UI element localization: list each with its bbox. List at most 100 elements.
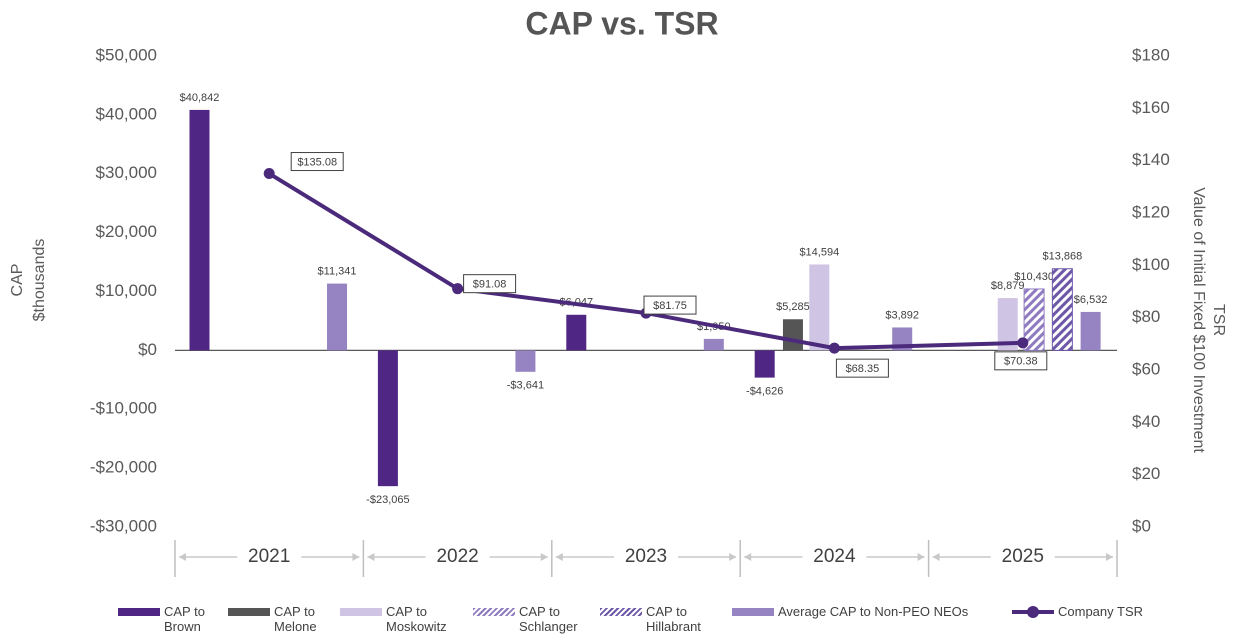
arrow-head [555,553,563,561]
label-box [994,351,1048,371]
y-tick-label: $0 [138,340,157,359]
arrow-head [729,553,737,561]
bar [1080,311,1101,351]
y-tick-label: -$30,000 [90,516,157,535]
y-tick-label: $40,000 [96,104,157,123]
y2-tick-label: $140 [1132,150,1170,169]
legend-swatch [228,608,270,616]
y-axis-title: CAP [9,264,26,297]
y-tick-label: $50,000 [96,45,157,64]
y2-tick-label: $100 [1132,255,1170,274]
y2-tick-label: $160 [1132,98,1170,117]
legend-label: CAP to Brown [164,604,205,634]
arrow-head [367,553,375,561]
legend-item: Company TSR [1012,604,1143,619]
label-box [463,274,517,294]
tsr-point [452,283,464,295]
x-tick-label: 2025 [1002,546,1044,567]
x-tick-label: 2021 [248,546,290,567]
label-box [835,358,889,378]
legend: CAP to Brown CAP to Melone CAP to Moskowit… [0,604,1255,642]
bar [1023,288,1045,351]
chart: CAP vs. TSR CAP $thousands TSR Value of … [9,5,1227,577]
y-tick-label: $10,000 [96,281,157,300]
arrow-head [352,553,360,561]
bar [754,350,775,378]
tsr-label: $91.08 [473,279,507,291]
value-label: $3,892 [885,309,919,321]
label-box [643,295,697,315]
arrow-head [540,553,548,561]
legend-label: CAP to Melone [274,604,317,634]
legend-item: CAP to Schlanger [473,604,581,634]
legend-label: Average CAP to Non-PEO NEOs [778,604,969,619]
tsr-point [828,342,840,354]
value-label: $10,430 [1014,271,1054,283]
y2-tick-label: $120 [1132,202,1170,221]
tsr-line [268,171,1023,351]
bar [997,298,1018,351]
value-label: $6,532 [1074,294,1108,306]
value-label: $8,879 [991,280,1025,292]
y-tick-label: $30,000 [96,163,157,182]
x-tick-label: 2024 [813,546,856,567]
y2-axis-title: TSR [1210,304,1227,336]
y-tick-label: -$20,000 [90,458,157,477]
bar [189,109,210,351]
y2-tick-label: $40 [1132,412,1160,431]
tsr-label: $70.38 [1004,356,1038,368]
legend-item: Average CAP to Non-PEO NEOs [732,604,968,619]
y2-tick-label: $20 [1132,464,1160,483]
x-tick-label: 2023 [625,546,667,567]
legend-item: CAP to Melone [228,604,336,634]
legend-swatch [473,608,515,616]
bar [703,338,724,351]
label-box [290,152,344,172]
y2-tick-label: $60 [1132,359,1160,378]
bar [566,314,587,351]
bar [809,264,830,351]
arrow-head [932,553,940,561]
y2-tick-label: $180 [1132,45,1170,64]
legend-label: Company TSR [1058,604,1144,619]
value-label: -$23,065 [366,494,409,506]
value-label: $11,341 [318,266,357,278]
legend-label: CAP to Moskowitz [386,604,447,634]
legend-item: CAP to Brown [118,604,226,634]
y2-tick-label: $0 [1132,516,1151,535]
value-label: $14,594 [799,246,839,258]
bar [327,283,348,351]
legend-swatch [1012,606,1054,618]
tsr-label: $68.35 [846,363,880,375]
legend-swatch [732,608,774,616]
y-axis-subtitle: $thousands [31,239,48,322]
bar [377,350,398,487]
y2-tick-label: $80 [1132,307,1160,326]
legend-swatch [600,608,642,616]
y-tick-label: -$10,000 [90,399,157,418]
bar [1051,268,1073,351]
legend-swatch [118,608,160,616]
legend-label: CAP to Hillabrant [646,604,701,634]
bar [515,350,536,372]
value-label: $5,285 [776,301,810,313]
y2-axis-subtitle: Value of Initial Fixed $100 Investment [1190,187,1207,453]
arrow-head [179,553,186,561]
legend-item: CAP to Hillabrant [600,604,708,634]
arrow-head [1106,553,1113,561]
legend-item: CAP to Moskowitz [340,604,448,634]
legend-swatch [340,608,382,616]
chart-title: CAP vs. TSR [525,5,718,41]
value-label: -$4,626 [746,386,783,398]
x-tick-label: 2022 [436,546,478,567]
y-tick-label: $20,000 [96,222,157,241]
arrow-head [917,553,925,561]
tsr-point [1017,337,1029,349]
bar [782,319,803,351]
legend-dot [1027,606,1039,618]
legend-label: CAP to Schlanger [519,604,578,634]
arrow-head [744,553,752,561]
value-label: $40,842 [180,92,220,104]
tsr-point [263,168,275,180]
